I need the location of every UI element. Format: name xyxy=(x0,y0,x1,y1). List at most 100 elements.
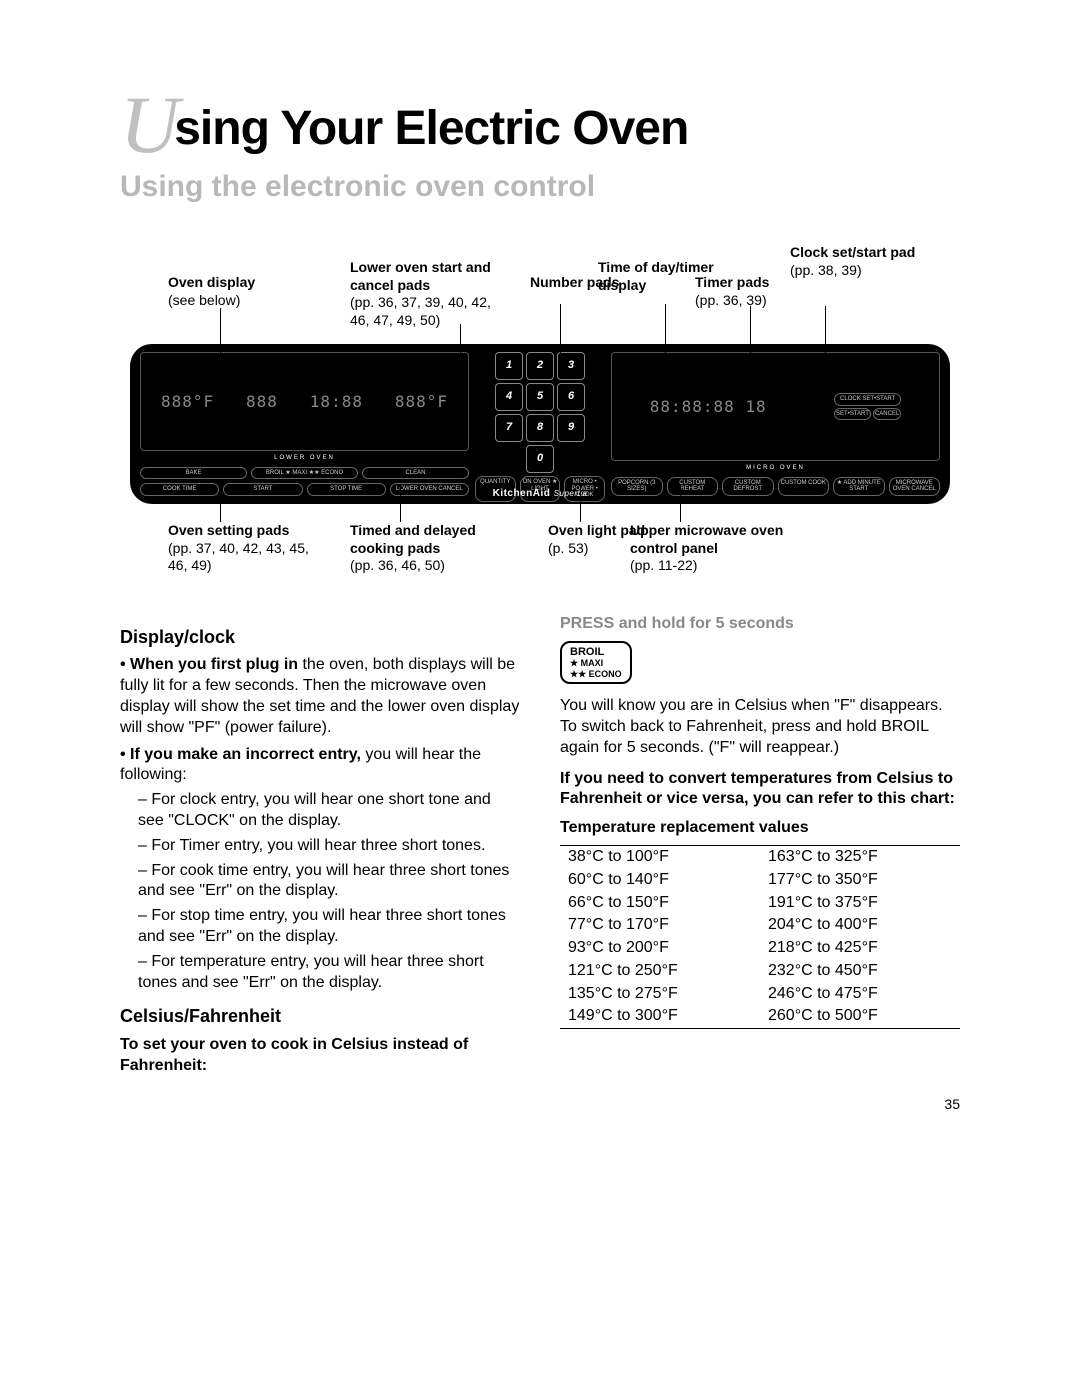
table-cell: 177°C to 350°F xyxy=(760,869,960,892)
seg-readout: 888°F xyxy=(395,392,448,412)
brand-label: KitchenAid Superba xyxy=(130,488,950,501)
broil-sub1: ★ MAXI xyxy=(570,658,622,668)
table-row: 121°C to 250°F232°C to 450°F xyxy=(560,960,960,983)
table-row: 149°C to 300°F260°C to 500°F xyxy=(560,1005,960,1028)
leader-line xyxy=(460,324,461,364)
leader-line xyxy=(220,308,221,358)
leader-line xyxy=(580,484,581,522)
main-title: Using Your Electric Oven xyxy=(120,100,960,156)
seg-readout: 18:88 xyxy=(310,392,363,412)
number-key: 6 xyxy=(557,383,585,411)
table-cell: 60°C to 140°F xyxy=(560,869,760,892)
cancel-pad: CANCEL xyxy=(873,408,901,421)
sublist-item: For clock entry, you will hear one short… xyxy=(138,790,520,832)
oven-setting-row: BAKE BROIL ★ MAXI ★★ ECONO CLEAN xyxy=(140,467,469,480)
leader-line xyxy=(400,484,401,522)
bold-lead: When you first plug in xyxy=(130,656,298,673)
error-sublist: For clock entry, you will hear one short… xyxy=(138,790,520,993)
sublist-item: For cook time entry, you will hear three… xyxy=(138,861,520,903)
number-key: 7 xyxy=(495,414,523,442)
page-root: Using Your Electric Oven Using the elect… xyxy=(0,0,1080,1152)
number-key: 8 xyxy=(526,414,554,442)
callout-label: Upper microwave oven control panel(pp. 1… xyxy=(630,522,790,575)
seg-readout: 888 xyxy=(246,392,278,412)
table-cell: 66°C to 150°F xyxy=(560,892,760,915)
table-row: 135°C to 275°F246°C to 475°F xyxy=(560,983,960,1006)
leader-line xyxy=(750,306,751,356)
list-item: When you first plug in the oven, both di… xyxy=(120,655,520,738)
table-row: 38°C to 100°F163°C to 325°F xyxy=(560,846,960,869)
panel-button: BAKE xyxy=(140,467,247,480)
table-cell: 204°C to 400°F xyxy=(760,914,960,937)
list-item: If you make an incorrect entry, you will… xyxy=(120,745,520,994)
table-cell: 246°C to 475°F xyxy=(760,983,960,1006)
table-row: 93°C to 200°F218°C to 425°F xyxy=(560,937,960,960)
control-diagram: 888°F 888 18:88 888°F LOWER OVEN BAKEBRO… xyxy=(120,244,960,614)
temp-table-title: Temperature replacement values xyxy=(560,818,960,839)
number-key: 3 xyxy=(557,352,585,380)
bold-lead: If you make an incorrect entry, xyxy=(130,746,361,763)
cf-instruction: To set your oven to cook in Celsius inst… xyxy=(120,1035,520,1077)
body-columns: Display/clock When you first plug in the… xyxy=(120,614,960,1076)
table-cell: 149°C to 300°F xyxy=(560,1005,760,1028)
temperature-table: 38°C to 100°F163°C to 325°F60°C to 140°F… xyxy=(560,845,960,1029)
number-key: 5 xyxy=(526,383,554,411)
section-subtitle: Using the electronic oven control xyxy=(120,170,960,204)
broil-sub2: ★★ ECONO xyxy=(570,669,622,679)
table-cell: 121°C to 250°F xyxy=(560,960,760,983)
display-clock-list: When you first plug in the oven, both di… xyxy=(120,655,520,993)
broil-label: BROIL xyxy=(570,646,622,659)
page-number: 35 xyxy=(120,1096,960,1112)
set-start-pad: SET•START xyxy=(834,408,871,421)
left-column: Display/clock When you first plug in the… xyxy=(120,614,520,1076)
seg-readout: 88:88:88 18 xyxy=(650,397,767,417)
number-key: 1 xyxy=(495,352,523,380)
right-column: PRESS and hold for 5 seconds BROIL ★ MAX… xyxy=(560,614,960,1076)
title-rest: sing Your Electric Oven xyxy=(174,102,688,155)
table-row: 77°C to 170°F204°C to 400°F xyxy=(560,914,960,937)
microwave-zone: 88:88:88 18 CLOCK SET•START SET•START CA… xyxy=(611,352,940,496)
panel-button: BROIL ★ MAXI ★★ ECONO xyxy=(251,467,358,480)
conversion-note: If you need to convert temperatures from… xyxy=(560,769,960,811)
table-cell: 77°C to 170°F xyxy=(560,914,760,937)
lower-oven-zone: 888°F 888 18:88 888°F LOWER OVEN BAKEBRO… xyxy=(140,352,469,496)
number-pad-zone: 1234567890 QUANTITYON OVEN ★ LIGHTMICRO … xyxy=(475,352,605,496)
number-grid: 123 456 7890 xyxy=(495,352,585,473)
panel-button: CLEAN xyxy=(362,467,469,480)
seg-readout: 888°F xyxy=(161,392,214,412)
display-clock-heading: Display/clock xyxy=(120,626,520,649)
number-key: 4 xyxy=(495,383,523,411)
leader-line xyxy=(680,484,681,522)
table-row: 60°C to 140°F177°C to 350°F xyxy=(560,869,960,892)
number-key: 0 xyxy=(526,445,554,473)
control-panel-illustration: 888°F 888 18:88 888°F LOWER OVEN BAKEBRO… xyxy=(130,344,950,504)
brand-subname: Superba xyxy=(554,489,588,498)
sublist-item: For Timer entry, you will hear three sho… xyxy=(138,836,520,857)
table-cell: 232°C to 450°F xyxy=(760,960,960,983)
press-hold-instruction: PRESS and hold for 5 seconds xyxy=(560,614,960,635)
table-cell: 135°C to 275°F xyxy=(560,983,760,1006)
callout-label: Oven setting pads(pp. 37, 40, 42, 43, 45… xyxy=(168,522,328,575)
lower-oven-display: 888°F 888 18:88 888°F xyxy=(140,352,469,451)
celsius-explanation: You will know you are in Celsius when "F… xyxy=(560,696,960,758)
microwave-display: 88:88:88 18 CLOCK SET•START SET•START CA… xyxy=(611,352,940,461)
brand-name: KitchenAid xyxy=(493,488,551,499)
table-cell: 38°C to 100°F xyxy=(560,846,760,869)
callout-label: Clock set/start pad(pp. 38, 39) xyxy=(790,244,950,279)
table-row: 66°C to 150°F191°C to 375°F xyxy=(560,892,960,915)
micro-oven-label: MICRO OVEN xyxy=(611,465,940,473)
leader-line xyxy=(825,306,826,356)
leader-line xyxy=(665,304,666,354)
table-cell: 93°C to 200°F xyxy=(560,937,760,960)
callout-label: Oven display(see below) xyxy=(168,274,328,309)
callout-label: Timer pads(pp. 36, 39) xyxy=(695,274,855,309)
number-key: 9 xyxy=(557,414,585,442)
sublist-item: For stop time entry, you will hear three… xyxy=(138,906,520,948)
dropcap: U xyxy=(120,100,178,149)
broil-button-illustration: BROIL ★ MAXI ★★ ECONO xyxy=(560,641,632,684)
callout-label: Timed and delayed cooking pads(pp. 36, 4… xyxy=(350,522,510,575)
table-cell: 191°C to 375°F xyxy=(760,892,960,915)
number-key: 2 xyxy=(526,352,554,380)
celsius-fahrenheit-heading: Celsius/Fahrenheit xyxy=(120,1005,520,1028)
clock-set-start-pad: CLOCK SET•START xyxy=(834,393,901,406)
